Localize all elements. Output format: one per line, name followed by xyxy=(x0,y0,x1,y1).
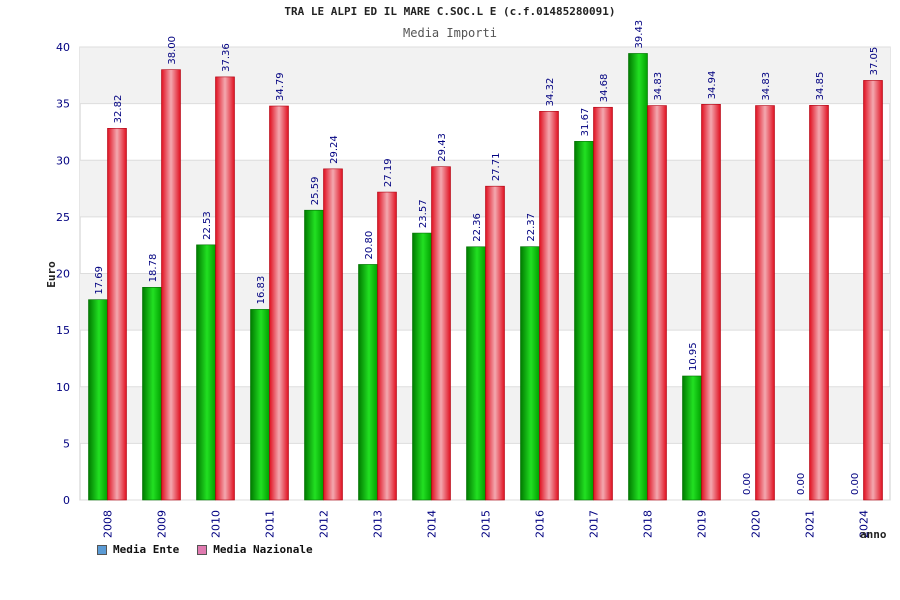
bar-nazionale xyxy=(485,185,505,501)
legend-swatch-ente xyxy=(97,544,107,555)
bar-ente xyxy=(88,299,108,501)
x-tick-label: 2019 xyxy=(696,510,709,538)
bar-ente xyxy=(682,375,702,501)
grid-band xyxy=(80,47,890,104)
x-tick-label: 2015 xyxy=(480,510,493,538)
bar-ente xyxy=(412,232,432,501)
x-tick-label: 2016 xyxy=(534,510,547,538)
bar-nazionale xyxy=(809,105,829,501)
bar-nazionale xyxy=(701,104,721,501)
bar-value-label: 25.59 xyxy=(310,177,321,206)
legend-swatch-nazionale xyxy=(197,544,208,555)
bar-value-label: 29.24 xyxy=(329,135,340,164)
bar-value-label: 31.67 xyxy=(580,108,591,137)
legend-label-nazionale: Media Nazionale xyxy=(213,543,313,556)
bar-ente xyxy=(466,246,486,501)
legend-item-ente: Media Ente xyxy=(97,543,179,556)
bar-value-label: 0.00 xyxy=(742,473,753,495)
chart-subtitle: Media Importi xyxy=(403,26,497,40)
bar-ente xyxy=(628,53,648,501)
y-tick-label: 10 xyxy=(56,381,70,394)
y-axis-label: Euro xyxy=(44,261,58,288)
bar-value-label: 22.36 xyxy=(472,213,483,242)
bar-value-label: 16.83 xyxy=(256,276,267,305)
bar-ente xyxy=(574,141,594,501)
bar-value-label: 34.79 xyxy=(275,72,286,101)
x-tick-label: 2012 xyxy=(318,510,331,538)
grid-band xyxy=(80,160,890,217)
x-tick-label: 2017 xyxy=(588,510,601,538)
y-tick-label: 15 xyxy=(56,324,70,337)
legend-label-ente: Media Ente xyxy=(113,543,180,556)
bar-value-label: 37.36 xyxy=(221,43,232,72)
bar-nazionale xyxy=(593,106,613,501)
bar-value-label: 27.71 xyxy=(491,153,502,182)
y-tick-label: 40 xyxy=(56,41,70,54)
bar-value-label: 34.85 xyxy=(815,72,826,101)
bar-ente xyxy=(250,309,270,501)
bar-ente xyxy=(358,264,378,501)
x-tick-label: 2013 xyxy=(372,510,385,538)
bar-value-label: 39.43 xyxy=(634,20,645,49)
bar-value-label: 34.94 xyxy=(707,71,718,100)
bar-value-label: 22.37 xyxy=(526,213,537,242)
bar-nazionale xyxy=(323,168,343,501)
y-tick-label: 5 xyxy=(63,437,70,450)
bars xyxy=(88,53,883,501)
y-tick-label: 20 xyxy=(56,268,70,281)
bar-nazionale xyxy=(647,105,667,501)
bar-value-label: 34.83 xyxy=(653,72,664,101)
x-axis-label: anno xyxy=(860,528,887,541)
bar-ente xyxy=(196,244,216,501)
bar-value-label: 18.78 xyxy=(148,254,159,283)
bar-nazionale xyxy=(863,80,883,501)
bar-ente xyxy=(304,209,324,501)
bar-nazionale xyxy=(755,105,775,501)
bar-value-label: 38.00 xyxy=(167,36,178,65)
x-tick-label: 2018 xyxy=(642,510,655,538)
y-axis-ticks: 0 5 10 15 20 25 30 35 40 xyxy=(56,41,70,507)
x-tick-label: 2010 xyxy=(210,510,223,538)
bar-nazionale xyxy=(269,105,289,501)
bar-value-label: 34.32 xyxy=(545,78,556,107)
bar-nazionale xyxy=(215,76,235,501)
bar-value-label: 27.19 xyxy=(383,158,394,187)
y-tick-label: 30 xyxy=(56,154,70,167)
bar-value-label: 32.82 xyxy=(113,95,124,124)
bar-nazionale xyxy=(377,191,397,501)
bar-value-label: 34.83 xyxy=(761,72,772,101)
bar-ente xyxy=(142,287,162,501)
bar-nazionale xyxy=(161,69,181,501)
chart-title: TRA LE ALPI ED IL MARE C.SOC.L E (c.f.01… xyxy=(284,5,616,18)
bar-value-label: 23.57 xyxy=(418,199,429,228)
bar-nazionale xyxy=(431,166,451,501)
x-axis-ticks: 2008 2009 2010 2011 2012 2013 2014 2015 2016 2017… xyxy=(102,510,871,538)
bar-value-label: 29.43 xyxy=(437,133,448,162)
x-tick-label: 2024 xyxy=(858,510,871,538)
y-tick-label: 25 xyxy=(56,211,70,224)
bar-value-label: 34.68 xyxy=(599,74,610,103)
bar-value-label: 37.05 xyxy=(869,47,880,76)
x-tick-label: 2009 xyxy=(156,510,169,538)
legend-item-nazionale: Media Nazionale xyxy=(197,543,313,556)
y-tick-label: 35 xyxy=(56,98,70,111)
bar-ente xyxy=(520,246,540,501)
bar-nazionale xyxy=(539,111,559,501)
x-tick-label: 2021 xyxy=(804,510,817,538)
bar-nazionale xyxy=(107,128,127,501)
bar-value-label: 20.80 xyxy=(364,231,375,260)
bar-value-label: 22.53 xyxy=(202,211,213,240)
y-tick-label: 0 xyxy=(63,494,70,507)
bar-value-label: 0.00 xyxy=(850,473,861,495)
value-labels: 17.69 32.82 18.78 38.00 22.53 37.36 16.83 34.79… xyxy=(94,20,880,495)
legend: Media Ente Media Nazionale xyxy=(97,543,313,556)
bar-value-label: 10.95 xyxy=(688,342,699,371)
x-tick-label: 2014 xyxy=(426,510,439,538)
x-tick-label: 2020 xyxy=(750,510,763,538)
bar-value-label: 0.00 xyxy=(796,473,807,495)
bar-value-label: 17.69 xyxy=(94,266,105,295)
x-tick-label: 2008 xyxy=(102,510,115,538)
x-tick-label: 2011 xyxy=(264,510,277,538)
